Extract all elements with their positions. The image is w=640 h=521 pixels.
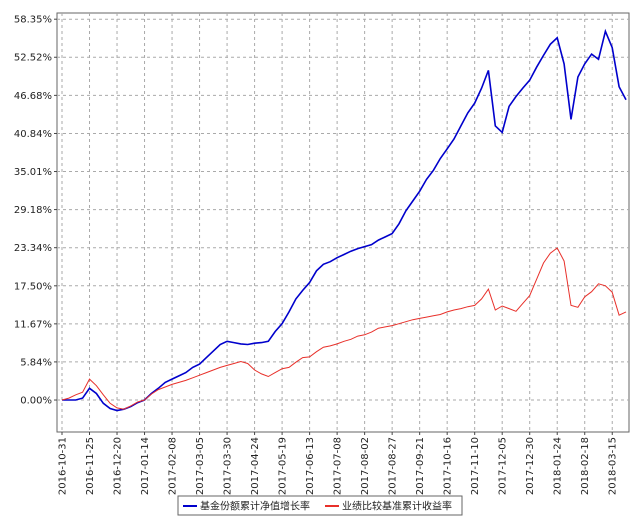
x-tick-label: 2018-02-18	[580, 437, 591, 495]
y-tick-label: 29.18%	[14, 205, 52, 216]
y-tick-label: 40.84%	[14, 129, 52, 140]
x-tick-label: 2017-06-13	[305, 437, 316, 495]
x-tick-label: 2016-10-31	[58, 437, 69, 495]
y-tick-label: 46.68%	[14, 91, 52, 102]
x-tick-label: 2017-03-05	[195, 437, 206, 495]
y-tick-label: 0.00%	[20, 396, 52, 407]
legend-label: 业绩比较基准累计收益率	[342, 500, 452, 513]
x-tick-label: 2017-10-16	[443, 437, 454, 495]
x-tick-label: 2016-12-20	[113, 437, 124, 495]
x-tick-label: 2017-08-02	[360, 437, 371, 495]
x-tick-label: 2017-05-19	[278, 437, 289, 495]
x-tick-label: 2017-04-24	[250, 437, 261, 495]
x-tick-label: 2017-03-30	[223, 437, 234, 495]
x-tick-label: 2018-01-24	[553, 437, 564, 495]
series-line	[62, 28, 627, 412]
y-tick-label: 11.67%	[14, 319, 52, 330]
legend-box	[177, 495, 463, 516]
x-tick-label: 2017-01-14	[140, 437, 151, 495]
y-tick-label: 35.01%	[14, 167, 52, 178]
y-tick-label: 52.52%	[14, 53, 52, 64]
x-tick-label: 2017-09-21	[415, 437, 426, 495]
x-tick-label: 2018-03-15	[608, 437, 619, 495]
y-tick-label: 23.34%	[14, 243, 52, 254]
legend-label: 基金份额累计净值增长率	[200, 500, 310, 513]
x-tick-label: 2017-02-08	[168, 437, 179, 495]
x-tick-label: 2017-12-05	[498, 437, 509, 495]
x-tick-label: 2016-11-25	[85, 437, 96, 495]
series-line	[61, 247, 627, 410]
x-tick-label: 2017-12-30	[525, 437, 536, 495]
x-tick-label: 2017-11-10	[470, 437, 481, 495]
x-tick-label: 2017-07-08	[333, 437, 344, 495]
plot-frame	[56, 12, 630, 433]
y-tick-label: 17.50%	[14, 281, 52, 292]
y-tick-label: 5.84%	[20, 357, 52, 368]
x-tick-label: 2017-08-27	[388, 437, 399, 495]
y-tick-label: 58.35%	[14, 15, 52, 26]
